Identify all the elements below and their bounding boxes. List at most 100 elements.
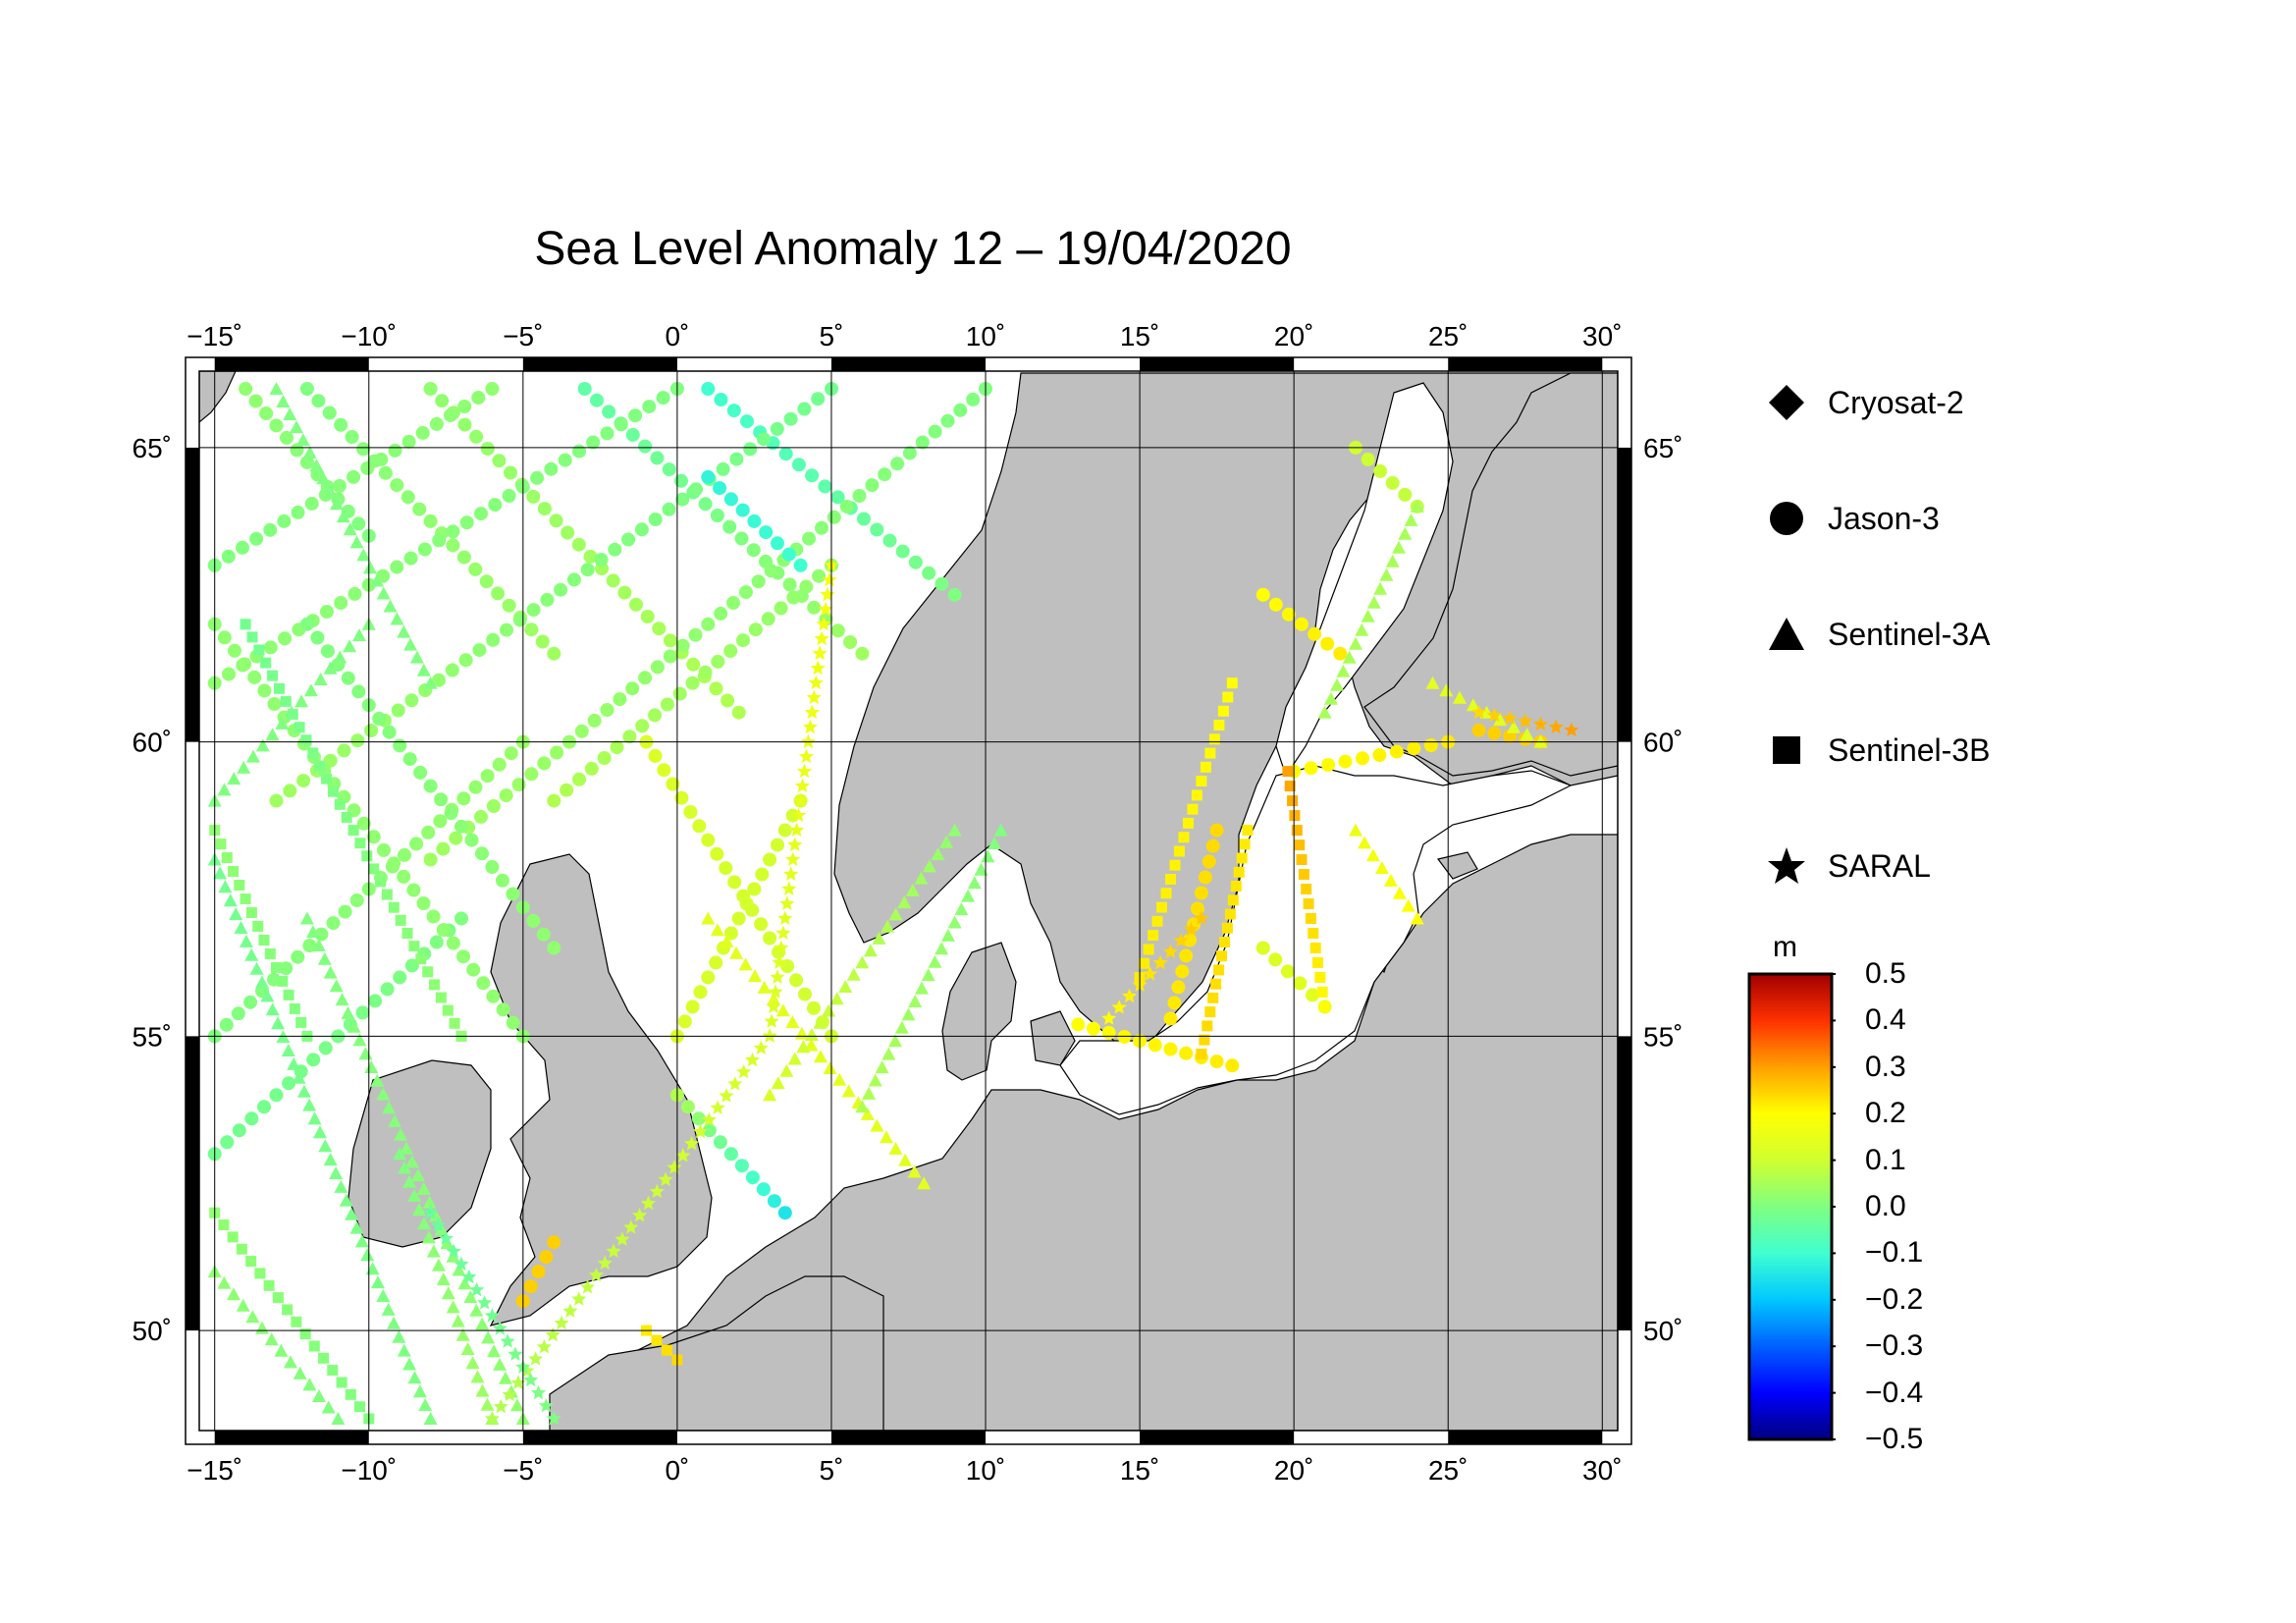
- data-point: [667, 1160, 682, 1174]
- data-point: [330, 497, 344, 511]
- data-point: [477, 1295, 493, 1310]
- data-point: [491, 586, 506, 601]
- data-point: [860, 1107, 875, 1120]
- legend-label: Cryosat-2: [1828, 384, 1964, 420]
- data-point: [1167, 996, 1182, 1010]
- data-point: [736, 633, 750, 648]
- data-point: [922, 859, 936, 873]
- data-point: [392, 1329, 406, 1343]
- data-point: [530, 470, 545, 485]
- data-point: [335, 993, 349, 1006]
- data-point: [1298, 869, 1309, 880]
- data-point: [868, 1073, 882, 1087]
- data-point: [234, 921, 248, 934]
- data-point: [652, 622, 667, 636]
- data-point: [897, 895, 912, 909]
- data-point: [914, 871, 929, 885]
- data-point: [537, 756, 552, 771]
- data-point: [246, 631, 258, 643]
- data-point: [764, 564, 778, 578]
- data-point: [818, 479, 832, 494]
- data-point: [345, 1388, 356, 1400]
- data-point: [775, 1003, 790, 1017]
- data-point: [502, 598, 516, 613]
- data-point: [364, 724, 379, 737]
- axis-labels: −15˚ −15˚ −10˚ −10˚ −5˚ −5˚ 0˚ 0˚ 5˚ 5˚ 10˚ 10˚ 15˚ 1…: [133, 321, 1683, 1486]
- data-point: [403, 637, 418, 651]
- data-point: [264, 947, 276, 959]
- data-point: [246, 749, 260, 763]
- data-point: [1564, 722, 1579, 737]
- data-point: [469, 1281, 485, 1297]
- data-point: [280, 430, 294, 445]
- data-point: [797, 402, 812, 416]
- data-point: [244, 1111, 259, 1126]
- data-point: [468, 562, 483, 576]
- data-point: [376, 1289, 391, 1302]
- data-point: [608, 542, 622, 557]
- data-point: [446, 1300, 460, 1314]
- data-point: [438, 1230, 454, 1245]
- data-point: [403, 551, 418, 566]
- data-point: [444, 806, 458, 821]
- data-point: [409, 837, 424, 851]
- data-point: [495, 873, 509, 888]
- data-point: [349, 535, 364, 549]
- data-point: [701, 1111, 717, 1127]
- data-point: [839, 499, 854, 514]
- data-point: [1201, 1020, 1213, 1032]
- data-point: [802, 531, 817, 546]
- data-point: [1204, 747, 1216, 759]
- data-point: [710, 509, 724, 522]
- data-point: [642, 400, 657, 414]
- data-point: [377, 842, 391, 857]
- data-point: [805, 1028, 819, 1041]
- data-point: [354, 1234, 369, 1248]
- data-point: [506, 1015, 520, 1030]
- data-point: [880, 1130, 893, 1144]
- data-point: [953, 403, 968, 417]
- data-point: [397, 624, 411, 638]
- data-point: [1198, 870, 1212, 885]
- data-point: [838, 980, 853, 993]
- data-point: [934, 576, 949, 591]
- data-point: [1148, 930, 1159, 942]
- data-point: [423, 514, 438, 528]
- data-point: [323, 484, 338, 498]
- data-point: [376, 586, 391, 600]
- data-point: [404, 693, 419, 708]
- lat-tick-label: 50˚: [1643, 1316, 1682, 1346]
- data-point: [723, 644, 738, 658]
- data-point: [499, 1371, 512, 1384]
- colorbar-tick-label: −0.5: [1865, 1423, 1924, 1455]
- data-point: [663, 633, 677, 648]
- data-point: [806, 689, 822, 705]
- data-point: [855, 1100, 870, 1113]
- data-point: [1493, 713, 1508, 727]
- data-point: [789, 973, 804, 988]
- data-point: [299, 455, 314, 469]
- data-point: [547, 793, 561, 808]
- data-point: [767, 1194, 781, 1209]
- data-point: [536, 927, 551, 942]
- data-point: [1204, 1006, 1216, 1018]
- data-point: [807, 600, 822, 615]
- data-point: [547, 1235, 561, 1250]
- data-point: [762, 1028, 777, 1043]
- data-point: [219, 1017, 234, 1032]
- frame-bar: [830, 357, 987, 371]
- data-point: [466, 962, 481, 977]
- data-point: [249, 961, 264, 975]
- data-point: [940, 413, 955, 428]
- data-point: [355, 1005, 370, 1020]
- data-point: [740, 414, 754, 429]
- data-point: [908, 995, 923, 1007]
- data-point: [1200, 761, 1211, 773]
- data-point: [870, 522, 884, 537]
- data-point: [602, 405, 616, 419]
- data-point: [1194, 886, 1208, 900]
- data-point: [239, 382, 253, 396]
- data-point: [1152, 954, 1168, 970]
- data-point: [423, 779, 438, 793]
- data-point: [308, 1340, 320, 1352]
